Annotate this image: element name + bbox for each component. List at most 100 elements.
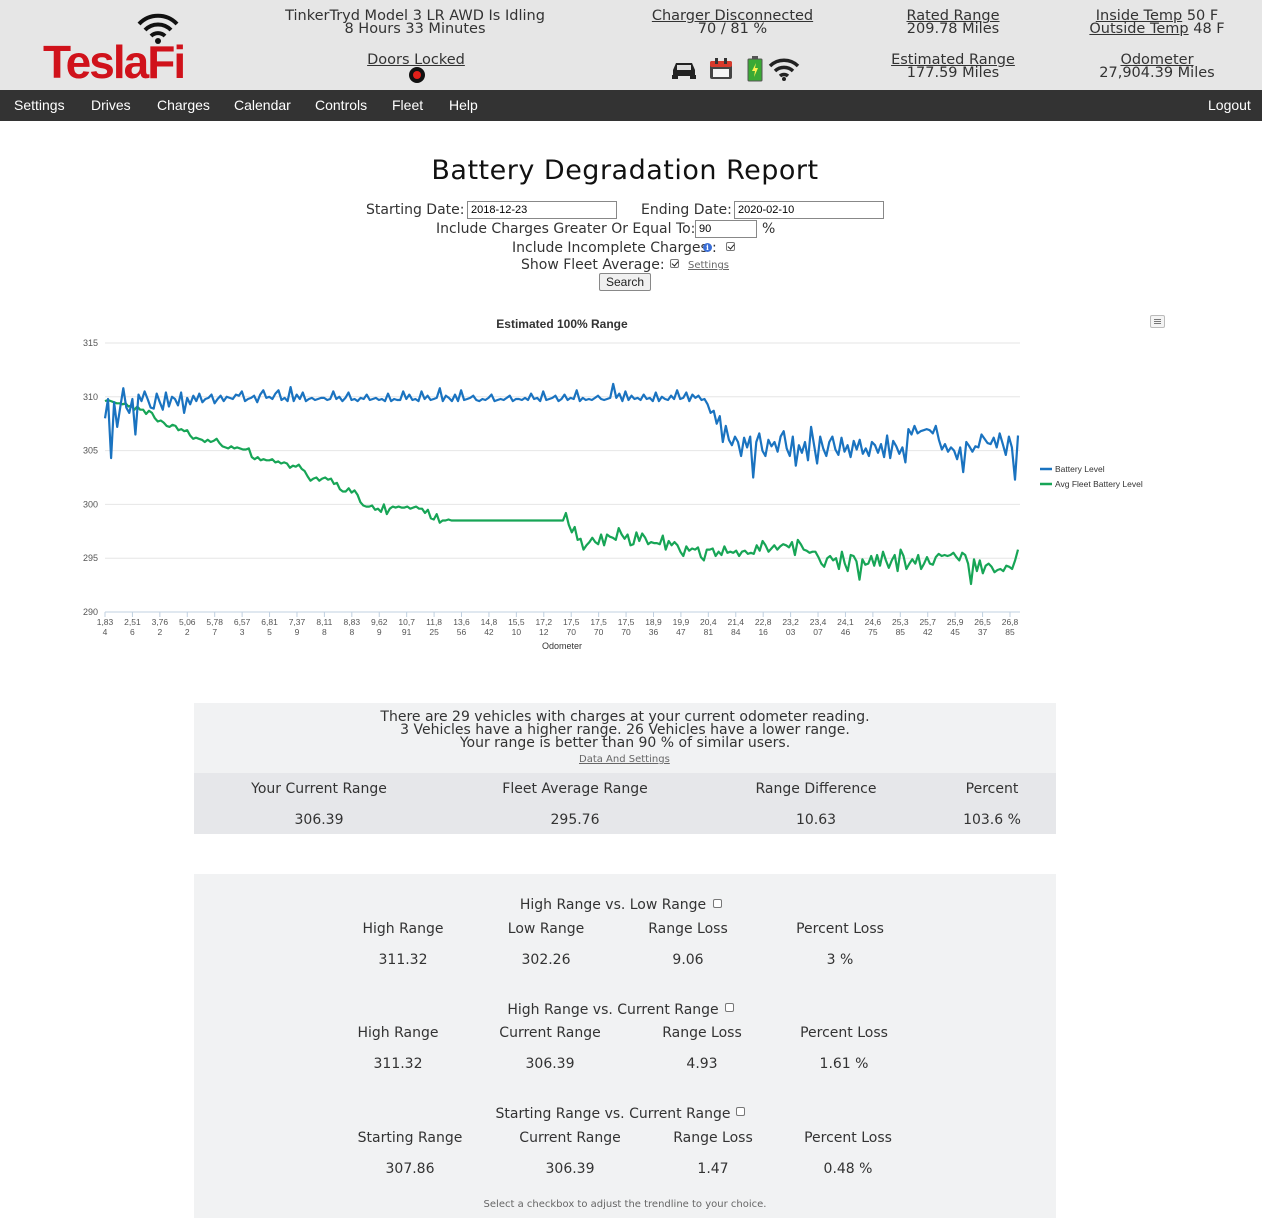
charger-status-link[interactable]: Charger Disconnected — [651, 8, 814, 24]
x-tick-label-line2: 46 — [841, 627, 851, 637]
nav-calendar[interactable]: Calendar — [234, 97, 291, 113]
charges-threshold-label: Include Charges Greater Or Equal To: — [436, 221, 696, 237]
estimated-range-link[interactable]: Estimated Range — [891, 52, 1015, 68]
x-tick-label: 9,62 — [371, 617, 388, 627]
charger-status: Charger Disconnected 70 / 81 % — [630, 8, 835, 37]
x-tick-label: 24,1 — [837, 617, 854, 627]
rated-range-link[interactable]: Rated Range — [906, 8, 1000, 24]
legend-label[interactable]: Battery Level — [1055, 464, 1105, 474]
outside-temp-link[interactable]: Outside Temp — [1089, 21, 1189, 37]
x-tick-label: 25,7 — [919, 617, 936, 627]
fleet-summary-line2: 3 Vehicles have a higher range. 26 Vehic… — [400, 722, 850, 738]
legend-label[interactable]: Avg Fleet Battery Level — [1055, 479, 1143, 489]
x-tick-label: 26,5 — [974, 617, 991, 627]
wifi-signal-icon[interactable] — [768, 57, 800, 81]
x-tick-label-line2: 84 — [731, 627, 741, 637]
x-tick-label-line2: 9 — [295, 627, 300, 637]
teslafi-logo[interactable]: TeslaFi — [40, 10, 186, 88]
x-tick-label: 13,6 — [453, 617, 470, 627]
fleet-settings-link[interactable]: Settings — [688, 260, 730, 271]
x-tick-label-line2: 37 — [978, 627, 988, 637]
wifi-logo-icon — [137, 13, 179, 44]
chart-menu-button[interactable] — [1150, 315, 1165, 328]
comparison-2-header-3: Percent Loss — [800, 1025, 888, 1041]
x-tick-label-line2: 70 — [566, 627, 576, 637]
x-tick-label: 19,9 — [673, 617, 690, 627]
comparison-3-title: Starting Range vs. Current Range — [495, 1106, 731, 1122]
calendar-icon[interactable] — [709, 58, 733, 80]
charges-threshold-input[interactable] — [695, 220, 757, 238]
nav-help[interactable]: Help — [449, 97, 478, 113]
vehicle-state-duration: 8 Hours 33 Minutes — [344, 21, 486, 37]
nav-settings[interactable]: Settings — [14, 97, 65, 113]
doors-status: Doors Locked — [340, 52, 492, 68]
incomplete-charges-checkbox[interactable] — [726, 242, 735, 251]
temperatures: Inside Temp 50 F Outside Temp 48 F — [1080, 8, 1234, 37]
x-tick-label-line2: 07 — [813, 627, 823, 637]
x-tick-label-line2: 25 — [429, 627, 439, 637]
comparison-2-title: High Range vs. Current Range — [507, 1002, 719, 1018]
comparison-2-value-3: 1.61 % — [819, 1056, 869, 1072]
x-tick-label-line2: 36 — [649, 627, 659, 637]
battery-icon[interactable] — [747, 56, 763, 82]
x-tick-label: 23,2 — [782, 617, 799, 627]
x-tick-label: 11,8 — [426, 617, 442, 627]
data-and-settings-link[interactable]: Data And Settings — [579, 754, 670, 765]
x-tick-label-line2: 70 — [621, 627, 631, 637]
x-tick-label-line2: 5 — [267, 627, 272, 637]
comparison-1-value-2: 9.06 — [672, 952, 704, 968]
x-tick-label: 8,83 — [344, 617, 361, 627]
x-tick-label-line2: 91 — [402, 627, 412, 637]
nav-charges[interactable]: Charges — [157, 97, 210, 113]
comparison-1-header-0: High Range — [362, 921, 444, 937]
y-tick-label: 290 — [83, 607, 98, 617]
x-tick-label: 8,11 — [316, 617, 332, 627]
outside-temp-value: 48 F — [1193, 21, 1225, 37]
comparison-2-checkbox[interactable] — [725, 1003, 734, 1012]
comparison-1-value-1: 302.26 — [521, 952, 571, 968]
x-tick-label-line2: 3 — [240, 627, 245, 637]
x-tick-label-line2: 42 — [923, 627, 933, 637]
comparison-2-header-1: Current Range — [499, 1025, 601, 1041]
header-percent: Percent — [965, 781, 1019, 797]
car-icon[interactable] — [670, 60, 698, 80]
x-tick-label-line2: 16 — [758, 627, 768, 637]
fleet-average-checkbox[interactable] — [670, 259, 679, 268]
x-tick-label: 24,6 — [865, 617, 882, 627]
x-tick-label-line2: 75 — [868, 627, 878, 637]
header-your-current-range: Your Current Range — [251, 781, 387, 797]
inside-temp-link[interactable]: Inside Temp — [1095, 8, 1183, 24]
x-tick-label: 2,51 — [124, 617, 141, 627]
x-tick-label-line2: 42 — [484, 627, 494, 637]
x-tick-label: 14,8 — [481, 617, 498, 627]
info-icon[interactable]: i — [703, 243, 712, 252]
y-tick-label: 305 — [83, 446, 98, 456]
comparison-1-checkbox[interactable] — [713, 899, 722, 908]
footnote: Select a checkbox to adjust the trendlin… — [483, 1199, 767, 1210]
x-tick-label: 17,5 — [618, 617, 635, 627]
comparison-2-header-2: Range Loss — [662, 1025, 742, 1041]
doors-locked-link[interactable]: Doors Locked — [367, 52, 465, 68]
series-line-battery-level — [103, 382, 1020, 481]
charge-level: 70 / 81 % — [697, 21, 768, 37]
x-tick-label-line2: 10 — [512, 627, 522, 637]
x-tick-label: 6,57 — [234, 617, 251, 627]
odometer-link[interactable]: Odometer — [1120, 52, 1194, 68]
nav-drives[interactable]: Drives — [91, 97, 131, 113]
comparison-3-checkbox[interactable] — [736, 1107, 745, 1116]
comparison-1-value-0: 311.32 — [378, 952, 428, 968]
x-tick-label-line2: 12 — [539, 627, 549, 637]
start-date-input[interactable] — [467, 201, 617, 219]
nav-logout[interactable]: Logout — [1208, 97, 1251, 113]
comparison-2-value-2: 4.93 — [686, 1056, 718, 1072]
nav-controls[interactable]: Controls — [315, 97, 368, 113]
x-tick-label: 25,9 — [947, 617, 964, 627]
end-date-input[interactable] — [734, 201, 884, 219]
x-tick-label-line2: 03 — [786, 627, 796, 637]
fleet-summary-line3: Your range is better than 90 % of simila… — [459, 735, 791, 751]
fleet-average-label: Show Fleet Average: — [521, 257, 665, 273]
x-tick-label-line2: 6 — [130, 627, 135, 637]
nav-fleet[interactable]: Fleet — [392, 97, 424, 113]
search-button[interactable]: Search — [599, 273, 651, 291]
x-tick-label-line2: 81 — [704, 627, 714, 637]
